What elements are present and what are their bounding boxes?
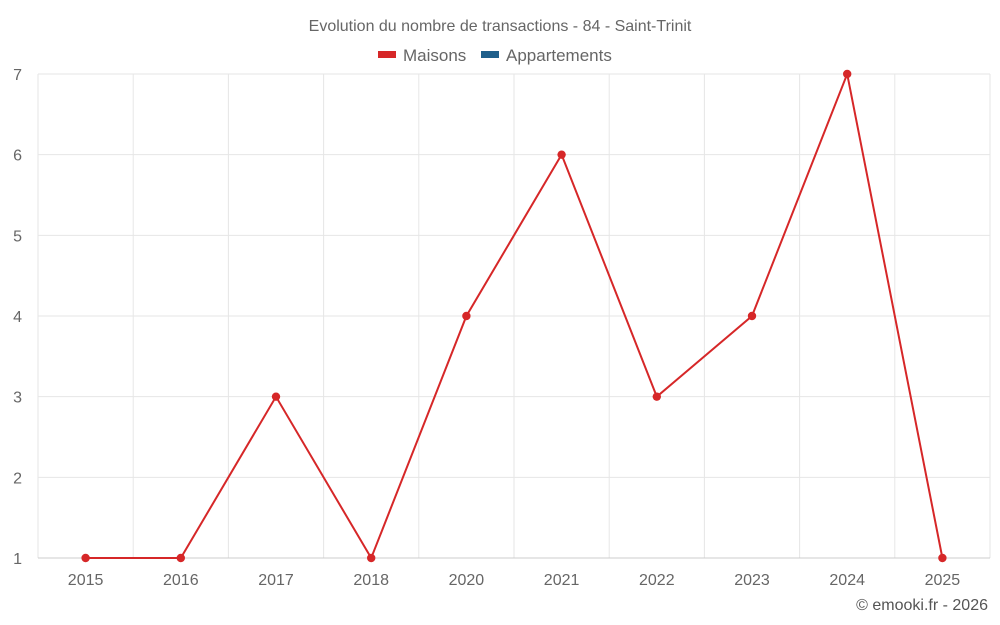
x-tick-label: 2020 (449, 572, 485, 589)
data-point (747, 311, 757, 321)
legend-swatch-maisons (378, 51, 396, 58)
x-tick-label: 2023 (734, 572, 770, 589)
data-point (557, 150, 566, 159)
data-point (176, 553, 185, 563)
data-point (271, 392, 281, 401)
x-tick-label: 2021 (544, 572, 580, 589)
chart-title: Evolution du nombre de transactions - 84… (309, 18, 692, 35)
legend-label-maisons: Maisons (403, 46, 466, 65)
x-tick-label: 2016 (163, 572, 199, 589)
y-axis-ticks: 1 2 3 4 5 6 7 (13, 67, 22, 568)
y-tick-label: 6 (13, 148, 22, 165)
y-tick-label: 2 (13, 470, 22, 487)
y-tick-label: 4 (13, 309, 22, 326)
legend: Maisons Appartements (378, 46, 612, 65)
x-tick-label: 2024 (829, 572, 865, 589)
x-axis-ticks: 2015 2016 2017 2018 2020 2021 2022 2023 2024 2025 (68, 572, 960, 589)
legend-item-maisons[interactable]: Maisons (378, 46, 466, 65)
y-tick-label: 1 (13, 551, 22, 568)
x-tick-label: 2022 (639, 572, 675, 589)
data-point (843, 69, 852, 79)
legend-item-appartements[interactable]: Appartements (481, 46, 612, 65)
y-tick-label: 5 (13, 228, 22, 245)
data-point (652, 392, 661, 401)
series-line-maisons (85, 70, 944, 561)
legend-label-appartements: Appartements (506, 46, 612, 65)
series (81, 69, 947, 563)
grid (37, 73, 991, 558)
y-tick-label: 7 (13, 67, 22, 84)
data-point (367, 553, 376, 563)
x-tick-label: 2017 (258, 572, 294, 589)
data-point (462, 311, 471, 321)
x-tick-label: 2018 (353, 572, 389, 589)
x-tick-label: 2015 (68, 572, 104, 589)
data-point (81, 553, 90, 563)
legend-swatch-appartements (481, 51, 499, 58)
x-tick-label: 2025 (925, 572, 961, 589)
data-point (938, 553, 947, 563)
credit-text[interactable]: © emooki.fr - 2026 (856, 597, 988, 614)
y-tick-label: 3 (13, 390, 22, 407)
